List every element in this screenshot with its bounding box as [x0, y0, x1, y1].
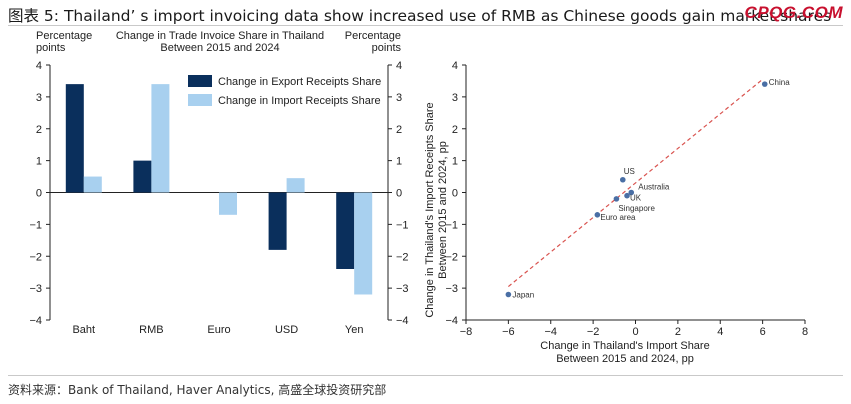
scatter-point	[613, 196, 620, 202]
bar-right-tick-label: −3	[396, 283, 409, 295]
scatter-point-label: Euro area	[600, 213, 636, 222]
scatter-y-tick-label: −3	[445, 283, 458, 295]
bar-left-tick-label: 4	[36, 60, 42, 72]
legend-label: Change in Import Receipts Share	[218, 95, 381, 107]
scatter-xlabel-line2: Between 2015 and 2024, pp	[556, 353, 694, 365]
scatter-y-tick-label: −4	[445, 315, 458, 327]
bar-import	[151, 84, 170, 193]
bar-chart-title-line1: Change in Trade Invoice Share in Thailan…	[116, 30, 324, 42]
legend-label: Change in Export Receipts Share	[218, 76, 381, 88]
scatter-point	[624, 192, 630, 199]
scatter-point	[594, 212, 601, 218]
bar-export	[133, 160, 152, 193]
scatter-xlabel-line1: Change in Thailand's Import Share	[540, 340, 709, 352]
bar-chart: Percentage points Percentage points Chan…	[29, 30, 409, 336]
bar-left-tick-label: 1	[36, 156, 42, 168]
bar-import	[83, 176, 102, 193]
scatter-point	[505, 291, 512, 298]
chart-title: 图表 5: Thailand’ s import invoicing data …	[8, 7, 832, 25]
bar-right-tick-label: 3	[396, 92, 402, 104]
bar-left-tick-label: 3	[36, 92, 42, 104]
bar-category-label: RMB	[139, 324, 163, 336]
scatter-ylabel: Change in Thailand's Import Receipts Sha…	[424, 102, 449, 317]
scatter-y-tick-label: −2	[445, 251, 458, 263]
scatter-x-tick-label: 2	[675, 326, 681, 338]
scatter-ylabel-line2: Between 2015 and 2024, pp	[437, 141, 449, 279]
bar-right-tick-label: −1	[396, 219, 409, 231]
scatter-y-tick-label: 3	[452, 92, 458, 104]
bar-export	[65, 84, 84, 193]
scatter-point-label: Singapore	[618, 204, 655, 213]
trend-line	[507, 78, 764, 287]
scatter-point	[619, 176, 626, 183]
bar-left-ylabel-line1: Percentage	[36, 30, 92, 42]
scatter-x-tick-label: 8	[802, 326, 808, 338]
scatter-y-tick-label: 1	[452, 156, 458, 168]
bar-category-label: USD	[275, 324, 298, 336]
source-note: 资料来源：Bank of Thailand, Haver Analytics, …	[8, 383, 387, 397]
scatter-point-label: US	[624, 167, 635, 176]
scatter-x-tick-label: 0	[632, 326, 638, 338]
scatter-y-tick-label: 0	[452, 188, 458, 200]
bar-import	[286, 178, 305, 193]
scatter-point	[628, 189, 635, 196]
bar-right-ylabel-line1: Percentage	[345, 30, 401, 42]
bar-export	[336, 192, 355, 269]
scatter-x-tick-label: −4	[544, 326, 557, 338]
bar-right-tick-label: −2	[396, 251, 409, 263]
bar-left-tick-label: −2	[29, 251, 42, 263]
bar-left-tick-label: −3	[29, 283, 42, 295]
scatter-point-label: China	[769, 78, 790, 87]
scatter-x-tick-label: −8	[460, 326, 473, 338]
bar-left-tick-label: 2	[36, 124, 42, 136]
bar-legend: Change in Export Receipts Share Change in…	[188, 75, 381, 107]
scatter-x-tick-label: 4	[717, 326, 723, 338]
scatter-x-tick-label: −6	[502, 326, 515, 338]
scatter-chart: Change in Thailand's Import Receipts Sha…	[424, 60, 808, 365]
legend-swatch	[188, 75, 212, 87]
scatter-point-label: Australia	[638, 183, 670, 192]
scatter-y-tick-label: 2	[452, 124, 458, 136]
scatter-x-tick-label: −2	[587, 326, 600, 338]
footer-divider	[8, 375, 843, 376]
bar-left-ylabel-line2: points	[36, 42, 66, 54]
bar-left-tick-label: −1	[29, 219, 42, 231]
scatter-y-tick-label: 4	[452, 60, 458, 72]
bar-right-ylabel-line2: points	[372, 42, 402, 54]
bar-right-tick-label: −4	[396, 315, 409, 327]
scatter-point	[761, 81, 768, 87]
title-divider	[8, 25, 843, 26]
bar-category-label: Yen	[345, 324, 364, 336]
scatter-point-label: Japan	[512, 291, 534, 300]
bar-category-label: Euro	[207, 324, 230, 336]
bar-left-tick-label: 0	[36, 188, 42, 200]
scatter-y-tick-label: −1	[445, 219, 458, 231]
bar-left-tick-label: −4	[29, 315, 42, 327]
bar-right-tick-label: 0	[396, 188, 402, 200]
scatter-x-tick-label: 6	[760, 326, 766, 338]
bar-right-tick-label: 1	[396, 156, 402, 168]
bar-export	[268, 192, 287, 250]
bar-category-label: Baht	[72, 324, 95, 336]
bar-import	[354, 192, 373, 295]
scatter-ylabel-line1: Change in Thailand's Import Receipts Sha…	[424, 102, 436, 317]
brand-logo: CPQG.COM	[744, 3, 843, 22]
bar-chart-title-line2: Between 2015 and 2024	[160, 42, 279, 54]
bar-right-tick-label: 2	[396, 124, 402, 136]
bar-import	[219, 192, 237, 215]
bar-right-tick-label: 4	[396, 60, 402, 72]
legend-swatch	[188, 94, 212, 106]
scatter-point-label: UK	[630, 194, 642, 203]
